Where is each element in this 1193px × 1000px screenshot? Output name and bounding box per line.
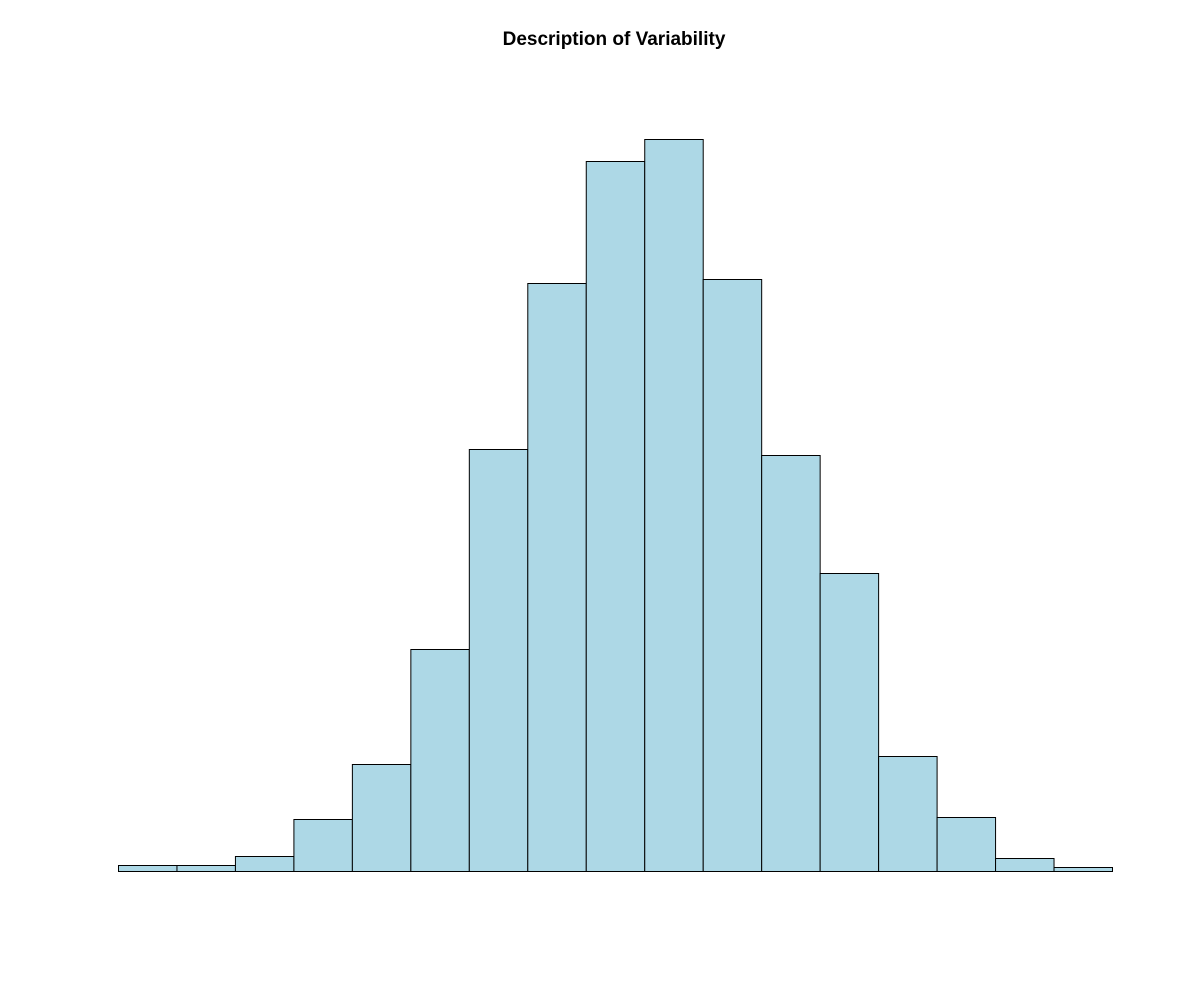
histogram-bar: [234, 856, 295, 872]
histogram-bar: [819, 573, 880, 872]
histogram-bar: [761, 455, 821, 872]
histogram-bar: [293, 819, 353, 872]
histogram-bar: [644, 139, 704, 872]
histogram-bar: [702, 279, 763, 872]
histogram-bar: [1053, 867, 1114, 872]
histogram-bar: [410, 649, 470, 872]
histogram-bar: [176, 865, 236, 872]
histogram-bar: [527, 283, 587, 872]
histogram-bar: [468, 449, 529, 872]
histogram-bar: [118, 865, 178, 872]
histogram-bars: [118, 139, 1114, 872]
histogram-bar: [351, 764, 412, 872]
histogram-bar: [585, 161, 646, 872]
histogram-bar: [995, 858, 1055, 872]
chart-title: Description of Variability: [502, 29, 726, 50]
histogram-bar: [878, 756, 938, 872]
histogram-bar: [936, 817, 997, 872]
